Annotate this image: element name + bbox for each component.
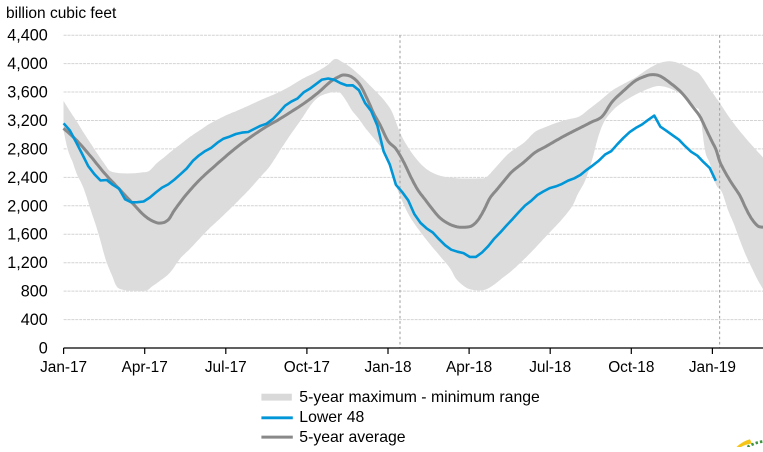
svg-text:1,200: 1,200: [7, 254, 48, 272]
svg-text:Jan-18: Jan-18: [364, 359, 411, 376]
svg-text:2,000: 2,000: [7, 197, 48, 215]
svg-text:Jan-19: Jan-19: [689, 359, 736, 376]
svg-text:Lower 48: Lower 48: [299, 409, 364, 426]
svg-text:5-year average: 5-year average: [299, 429, 405, 446]
svg-text:Oct-17: Oct-17: [284, 359, 330, 376]
svg-text:3,600: 3,600: [7, 84, 48, 102]
svg-text:Jul-17: Jul-17: [205, 359, 247, 376]
svg-text:400: 400: [21, 311, 48, 329]
svg-text:4,400: 4,400: [7, 27, 48, 45]
svg-text:800: 800: [21, 283, 48, 301]
svg-text:Apr-17: Apr-17: [122, 359, 168, 376]
svg-text:5-year maximum - minimum range: 5-year maximum - minimum range: [299, 389, 540, 406]
svg-text:4,000: 4,000: [7, 55, 48, 73]
svg-text:Oct-18: Oct-18: [608, 359, 654, 376]
svg-text:1,600: 1,600: [7, 226, 48, 244]
svg-text:0: 0: [39, 340, 48, 358]
svg-text:3,200: 3,200: [7, 112, 48, 130]
svg-text:2,800: 2,800: [7, 140, 48, 158]
svg-text:Apr-18: Apr-18: [446, 359, 492, 376]
svg-text:Jul-18: Jul-18: [529, 359, 571, 376]
svg-text:Jan-17: Jan-17: [40, 359, 87, 376]
svg-text:billion cubic feet: billion cubic feet: [6, 5, 117, 22]
svg-text:2,400: 2,400: [7, 169, 48, 187]
